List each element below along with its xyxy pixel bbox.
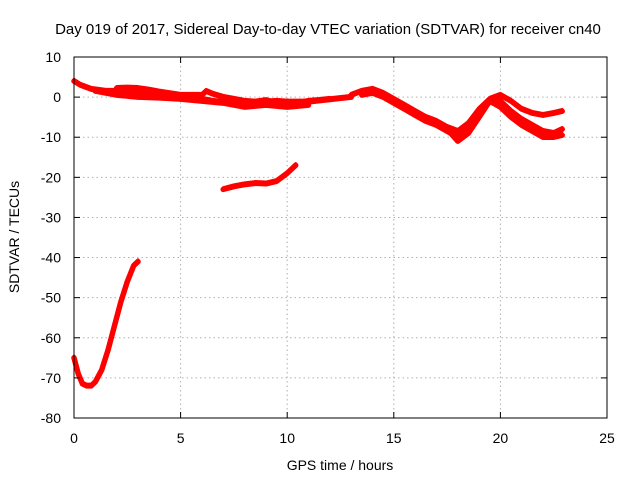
series-line-arc-8 (369, 88, 565, 144)
series-line-arc-5-trace (94, 87, 310, 107)
x-tick-label: 15 (386, 430, 402, 446)
y-tick-label: 0 (53, 89, 61, 105)
y-tick-label: -60 (41, 330, 61, 346)
y-tick-label: -70 (41, 370, 61, 386)
plot-frame (73, 56, 608, 419)
y-tick-label: -20 (41, 169, 61, 185)
series-line-arc-1-trace (72, 258, 140, 386)
series-line-arc-4-trace (115, 84, 332, 105)
series-layer (71, 77, 565, 389)
x-axis-label: GPS time / hours (287, 457, 394, 473)
y-tick-label: -10 (41, 129, 61, 145)
axis-ticks (73, 56, 608, 419)
tick-labels: 0 5 10 15 20 25 -80 -70 -60 -50 -40 -30 -20 -10 0 10 (41, 49, 615, 446)
series-line-arc-6-trace (349, 85, 564, 131)
series-line-arc-2-trace (221, 162, 297, 189)
y-tick-label: -80 (41, 410, 61, 426)
y-tick-label: 10 (45, 49, 61, 65)
x-tick-label: 10 (279, 430, 295, 446)
x-tick-label: 25 (599, 430, 615, 446)
series-line-arc-8-trace (371, 87, 564, 141)
series-line-arc-2 (220, 162, 299, 193)
series-line-arc-5 (92, 88, 312, 110)
x-tick-label: 0 (70, 430, 78, 446)
x-tick-label: 5 (177, 430, 185, 446)
x-tick-label: 20 (493, 430, 509, 446)
chart-title: Day 019 of 2017, Sidereal Day-to-day VTE… (55, 21, 601, 38)
y-axis-label: SDTVAR / TECUs (6, 181, 22, 293)
y-tick-label: -40 (41, 250, 61, 266)
y-tick-label: -50 (41, 290, 61, 306)
y-tick-label: -30 (41, 209, 61, 225)
